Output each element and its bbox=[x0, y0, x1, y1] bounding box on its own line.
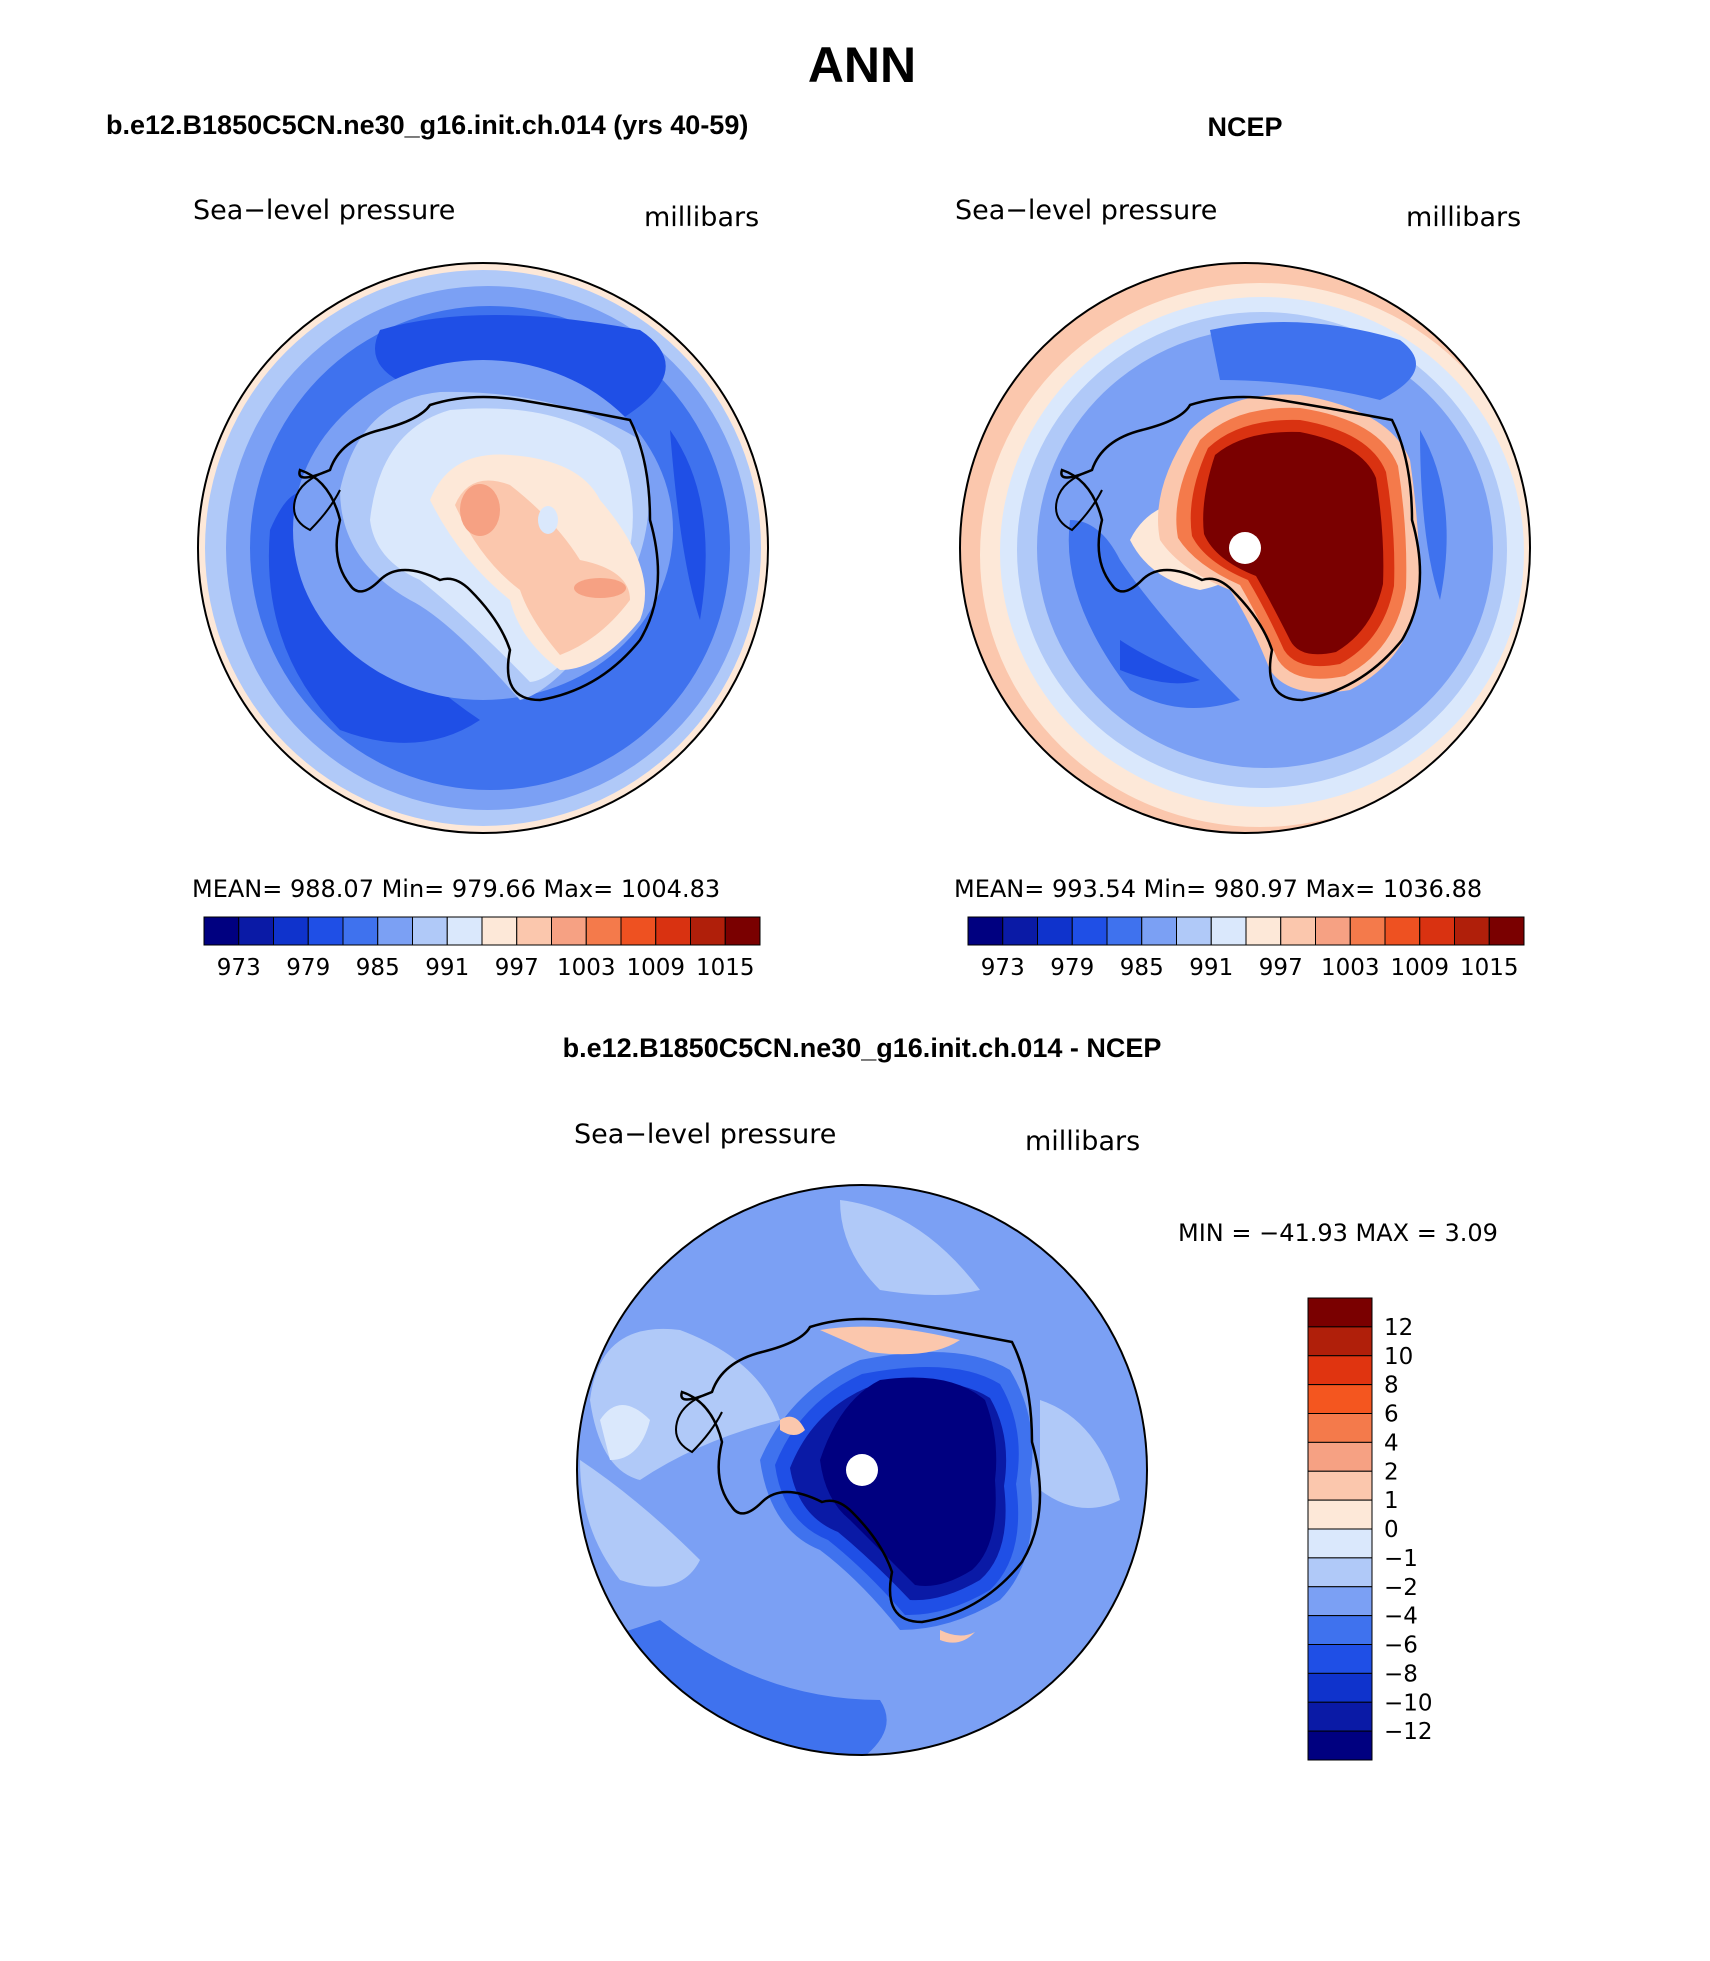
difference-colorbar-tick-label: 6 bbox=[1384, 1402, 1399, 1428]
panel-b-colorbar-tick-label: 973 bbox=[981, 955, 1025, 981]
difference-colorbar-swatch bbox=[1307, 1499, 1373, 1530]
panel-a-colorbar-swatch bbox=[585, 916, 622, 946]
panel-b-colorbar-swatch bbox=[1176, 916, 1212, 946]
panel-b-units: millibars bbox=[1406, 202, 1521, 233]
panel-a-colorbar-swatch bbox=[446, 916, 483, 946]
difference-colorbar-tick-label: −8 bbox=[1384, 1661, 1418, 1687]
panel-b-colorbar-tick-label: 1003 bbox=[1321, 955, 1380, 981]
panel-a-colorbar-swatch bbox=[516, 916, 552, 946]
difference-colorbar-swatch bbox=[1307, 1384, 1373, 1414]
panel-b-colorbar-swatch bbox=[1384, 916, 1421, 946]
panel-b-colorbar-swatch bbox=[1488, 916, 1525, 946]
panel-a-colorbar-swatch bbox=[690, 916, 726, 946]
panel-b-colorbar-swatch bbox=[1280, 916, 1316, 946]
difference-colorbar-tick-label: 8 bbox=[1384, 1373, 1399, 1399]
difference-colorbar-swatch bbox=[1307, 1528, 1373, 1559]
panel-a-colorbar-tick-label: 1015 bbox=[696, 955, 755, 981]
panel-b-colorbar: 973 979 985 991 997 1003 1009 1015 bbox=[967, 916, 1525, 981]
panel-a-colorbar-swatch bbox=[481, 916, 518, 946]
panel-c-variable: Sea−level pressure bbox=[574, 1119, 836, 1150]
panel-a-colorbar-swatch bbox=[724, 916, 761, 946]
panel-c-units: millibars bbox=[1025, 1126, 1140, 1157]
panel-a-colorbar-swatch bbox=[412, 916, 448, 946]
panel-a-variable: Sea−level pressure bbox=[193, 195, 455, 226]
difference-colorbar-tick-label: 12 bbox=[1384, 1315, 1413, 1341]
difference-colorbar-swatch bbox=[1307, 1672, 1373, 1703]
panel-b-colorbar-swatch bbox=[1002, 916, 1038, 946]
panel-b-colorbar-swatch bbox=[1210, 916, 1247, 946]
difference-colorbar-swatch bbox=[1307, 1644, 1373, 1674]
panel-b-polar-map bbox=[959, 262, 1531, 834]
panel-a-colorbar-swatch bbox=[342, 916, 379, 946]
difference-colorbar-tick-label: −10 bbox=[1384, 1690, 1433, 1716]
panel-b-colorbar-swatch bbox=[1071, 916, 1108, 946]
panel-a-polar-map bbox=[197, 262, 769, 834]
panel-b-colorbar-swatch bbox=[1349, 916, 1386, 946]
panel-a-colorbar-tick-label: 991 bbox=[425, 955, 469, 981]
difference-colorbar-tick-label: 1 bbox=[1384, 1488, 1399, 1514]
difference-colorbar-tick-label: −4 bbox=[1384, 1604, 1418, 1630]
panel-a-colorbar-swatch bbox=[620, 916, 657, 946]
difference-colorbar-swatch bbox=[1307, 1615, 1373, 1645]
difference-colorbar-swatch bbox=[1307, 1470, 1373, 1501]
panel-b-colorbar-swatch bbox=[1141, 916, 1177, 946]
panel-a-colorbar-swatch bbox=[203, 916, 240, 946]
panel-a-colorbar-swatch bbox=[655, 916, 691, 946]
panel-b-colorbar-tick-label: 991 bbox=[1189, 955, 1233, 981]
difference-colorbar-tick-label: −12 bbox=[1384, 1719, 1433, 1745]
panel-b-colorbar-tick-label: 1009 bbox=[1390, 955, 1449, 981]
difference-colorbar-tick-label: −2 bbox=[1384, 1575, 1418, 1601]
difference-colorbar-tick-label: 10 bbox=[1384, 1344, 1413, 1370]
difference-colorbar-swatch bbox=[1307, 1413, 1373, 1443]
panel-b-colorbar-swatch bbox=[1419, 916, 1455, 946]
panel-a-stats: MEAN= 988.07 Min= 979.66 Max= 1004.83 bbox=[192, 875, 720, 903]
difference-colorbar-swatch bbox=[1307, 1586, 1373, 1617]
panel-b-colorbar-swatch bbox=[1315, 916, 1351, 946]
panel-b-colorbar-tick-label: 1015 bbox=[1460, 955, 1519, 981]
panel-a-colorbar-swatch bbox=[273, 916, 309, 946]
panel-b-colorbar-tick-label: 997 bbox=[1259, 955, 1303, 981]
difference-colorbar-swatch bbox=[1307, 1701, 1373, 1732]
panel-b-stats: MEAN= 993.54 Min= 980.97 Max= 1036.88 bbox=[954, 875, 1482, 903]
panel-a-colorbar-tick-label: 1009 bbox=[626, 955, 685, 981]
panel-c-polar-map bbox=[576, 1184, 1148, 1756]
panel-a-colorbar-swatch bbox=[551, 916, 587, 946]
panel-a-colorbar-swatch bbox=[377, 916, 413, 946]
panel-a-colorbar-tick-label: 985 bbox=[356, 955, 400, 981]
panel-c-stats: MIN = −41.93 MAX = 3.09 bbox=[1178, 1219, 1498, 1247]
difference-colorbar-swatch bbox=[1307, 1557, 1373, 1588]
difference-colorbar-swatch bbox=[1307, 1730, 1373, 1761]
panel-a-colorbar-tick-label: 1003 bbox=[557, 955, 616, 981]
difference-colorbar-swatch bbox=[1307, 1297, 1373, 1328]
panel-b-colorbar-tick-label: 985 bbox=[1120, 955, 1164, 981]
panel-a-colorbar: 973 979 985 991 997 1003 1009 1015 bbox=[203, 916, 761, 981]
panel-b-colorbar-tick-label: 979 bbox=[1050, 955, 1094, 981]
panel-a-colorbar-tick-label: 979 bbox=[286, 955, 330, 981]
difference-colorbar-tick-label: 0 bbox=[1384, 1517, 1399, 1543]
difference-colorbar-tick-label: −6 bbox=[1384, 1633, 1418, 1659]
panel-b-variable: Sea−level pressure bbox=[955, 195, 1217, 226]
figure-title: ANN bbox=[808, 37, 916, 93]
panel-a-title: b.e12.B1850C5CN.ne30_g16.init.ch.014 (yr… bbox=[106, 110, 748, 140]
panel-b-colorbar-swatch bbox=[1037, 916, 1073, 946]
panel-b-colorbar-swatch bbox=[1454, 916, 1490, 946]
difference-title: b.e12.B1850C5CN.ne30_g16.init.ch.014 - N… bbox=[563, 1033, 1162, 1063]
difference-colorbar-swatch bbox=[1307, 1355, 1373, 1386]
difference-colorbar-tick-label: 4 bbox=[1384, 1430, 1399, 1456]
difference-colorbar-swatch bbox=[1307, 1441, 1373, 1472]
panel-a-colorbar-swatch bbox=[238, 916, 274, 946]
panel-b-colorbar-swatch bbox=[1245, 916, 1282, 946]
panel-b-colorbar-swatch bbox=[1106, 916, 1143, 946]
panel-a-colorbar-tick-label: 973 bbox=[217, 955, 261, 981]
panel-b-colorbar-swatch bbox=[967, 916, 1004, 946]
panel-a-colorbar-swatch bbox=[307, 916, 344, 946]
panel-b-title: NCEP bbox=[1207, 112, 1282, 142]
panel-a-colorbar-tick-label: 997 bbox=[495, 955, 539, 981]
difference-colorbar-tick-label: −1 bbox=[1384, 1546, 1418, 1572]
difference-colorbar-swatch bbox=[1307, 1326, 1373, 1357]
difference-colorbar-tick-label: 2 bbox=[1384, 1459, 1399, 1485]
panel-a-units: millibars bbox=[644, 202, 759, 233]
